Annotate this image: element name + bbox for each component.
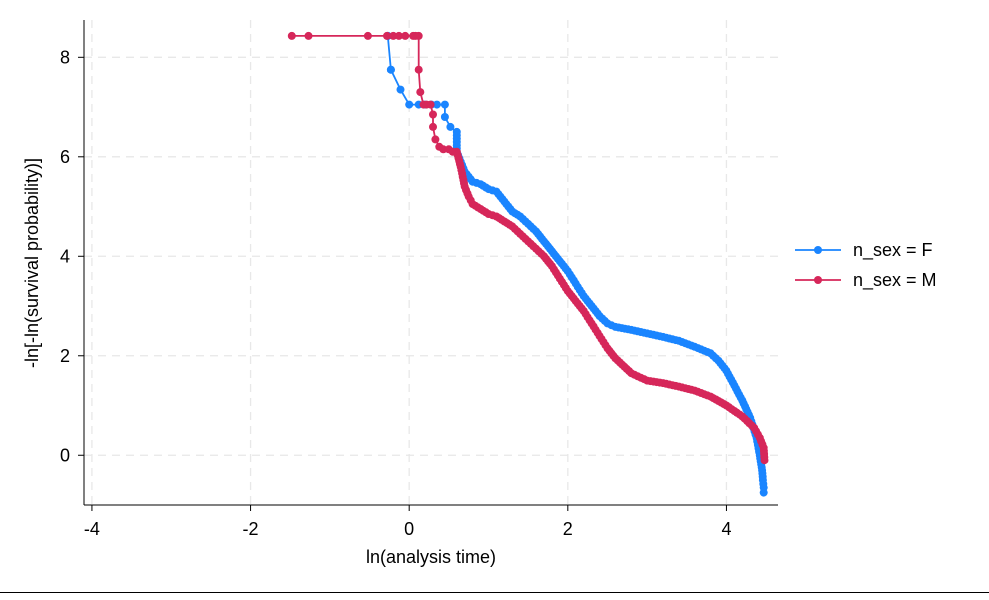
data-point (758, 440, 767, 449)
x-tick-label: -4 (84, 519, 100, 539)
data-point (703, 348, 712, 356)
data-point (585, 316, 594, 325)
data-point (640, 375, 648, 384)
data-point (687, 385, 696, 394)
data-point (529, 224, 538, 233)
data-point (455, 159, 464, 168)
series-f (383, 31, 768, 497)
series (287, 31, 769, 497)
data-point (513, 227, 522, 236)
data-point (521, 234, 530, 243)
data-point (655, 378, 664, 387)
data-point (432, 100, 441, 109)
x-tick-label: -2 (243, 519, 259, 539)
data-point (607, 321, 616, 330)
data-point (440, 100, 449, 109)
data-point (414, 31, 423, 40)
legend-label: n_sex = M (853, 270, 937, 291)
data-point (401, 31, 410, 40)
data-point (569, 276, 578, 285)
x-tick-label: 4 (721, 519, 731, 539)
legend-swatch-marker (814, 276, 822, 284)
legend-label: n_sex = F (853, 240, 933, 261)
data-point (753, 430, 762, 439)
data-point (488, 186, 497, 195)
data-point (521, 217, 530, 226)
y-tick-label: 0 (60, 445, 70, 465)
data-point (593, 328, 602, 337)
data-point (577, 304, 586, 313)
data-point (529, 242, 538, 251)
data-point (546, 259, 554, 268)
data-point (561, 264, 570, 273)
data-point (429, 122, 437, 131)
data-point (304, 31, 313, 40)
y-tick-label: 8 (60, 47, 70, 67)
axes (83, 20, 778, 506)
data-point (758, 472, 767, 481)
y-tick-label: 2 (60, 346, 70, 366)
data-point (416, 88, 425, 97)
data-point (760, 453, 769, 462)
data-point (439, 145, 448, 154)
data-point (383, 31, 391, 40)
data-point (747, 421, 756, 430)
data-point (431, 135, 440, 144)
data-point (405, 100, 414, 109)
data-point (600, 316, 609, 325)
gridlines (84, 20, 778, 505)
data-point (394, 31, 403, 40)
data-point (488, 211, 497, 220)
x-tick-label: 0 (404, 519, 414, 539)
data-point (759, 488, 768, 497)
data-point (429, 110, 437, 119)
legend-item-f: n_sex = F (795, 240, 933, 261)
data-point (463, 189, 472, 198)
data-point (671, 381, 680, 390)
legend-swatch-marker (814, 246, 822, 254)
data-point (601, 341, 610, 350)
data-point (577, 289, 586, 297)
data-point (687, 341, 696, 350)
data-point (386, 65, 395, 74)
series-m (287, 31, 769, 465)
data-point (460, 179, 468, 188)
data-point (655, 332, 664, 341)
data-point (728, 378, 737, 387)
data-point (446, 122, 455, 131)
data-point (472, 178, 481, 187)
data-point (426, 100, 435, 109)
bottom-rule (0, 592, 989, 593)
data-point (759, 479, 768, 488)
data-point (287, 31, 296, 40)
data-point (466, 196, 475, 205)
data-point (671, 336, 680, 345)
data-point (553, 271, 562, 280)
data-point (389, 31, 398, 40)
x-axis-title: ln(analysis time) (366, 547, 496, 567)
data-point (440, 113, 449, 121)
data-point (757, 463, 766, 472)
x-tick-label: 2 (563, 519, 573, 539)
y-tick-label: 6 (60, 147, 70, 167)
y-tick-label: 4 (60, 246, 70, 266)
data-point (466, 175, 475, 184)
legend-item-m: n_sex = M (795, 270, 937, 291)
data-point (481, 183, 490, 192)
series-line (291, 35, 766, 461)
y-axis-title: -ln[-ln(survival probability)] (22, 158, 42, 368)
legend: n_sex = F n_sex = M (795, 240, 937, 291)
data-point (414, 65, 423, 74)
data-point (561, 284, 570, 292)
data-point (624, 325, 633, 334)
ticks: -4 -2 0 2 4 0 2 4 6 8 (60, 47, 731, 539)
data-point (363, 31, 372, 40)
data-point (396, 85, 405, 94)
data-point (481, 208, 490, 217)
data-point (640, 328, 648, 337)
